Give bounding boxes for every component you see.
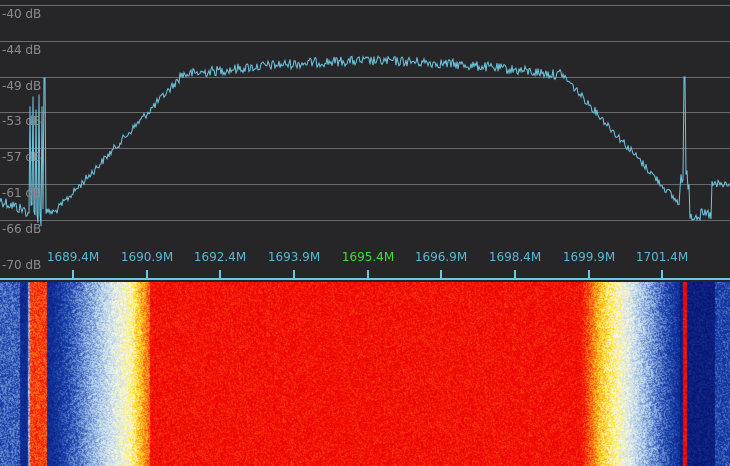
db-label: -70 dB: [2, 258, 42, 272]
freq-label: 1696.9M: [414, 250, 468, 264]
db-label: -57 dB: [2, 150, 42, 164]
spectrum-plot[interactable]: [0, 0, 730, 282]
spectrum-trace: [0, 55, 730, 227]
freq-label: 1698.4M: [488, 250, 542, 264]
db-label: -66 dB: [2, 222, 42, 236]
db-label: -53 dB: [2, 114, 42, 128]
waterfall-panel[interactable]: [0, 282, 730, 466]
freq-label: 1689.4M: [46, 250, 100, 264]
db-label: -49 dB: [2, 79, 42, 93]
freq-label: 1693.9M: [267, 250, 321, 264]
db-label: -44 dB: [2, 43, 42, 57]
waterfall-canvas[interactable]: [0, 282, 730, 466]
freq-label: 1701.4M: [635, 250, 689, 264]
freq-label: 1692.4M: [193, 250, 247, 264]
freq-label: 1699.9M: [562, 250, 616, 264]
freq-label: 1690.9M: [120, 250, 174, 264]
center-freq-label: 1695.4M: [341, 250, 395, 264]
db-label: -40 dB: [2, 7, 42, 21]
spectrum-panel[interactable]: -40 dB -44 dB -49 dB -53 dB -57 dB -61 d…: [0, 0, 730, 282]
db-label: -61 dB: [2, 186, 42, 200]
